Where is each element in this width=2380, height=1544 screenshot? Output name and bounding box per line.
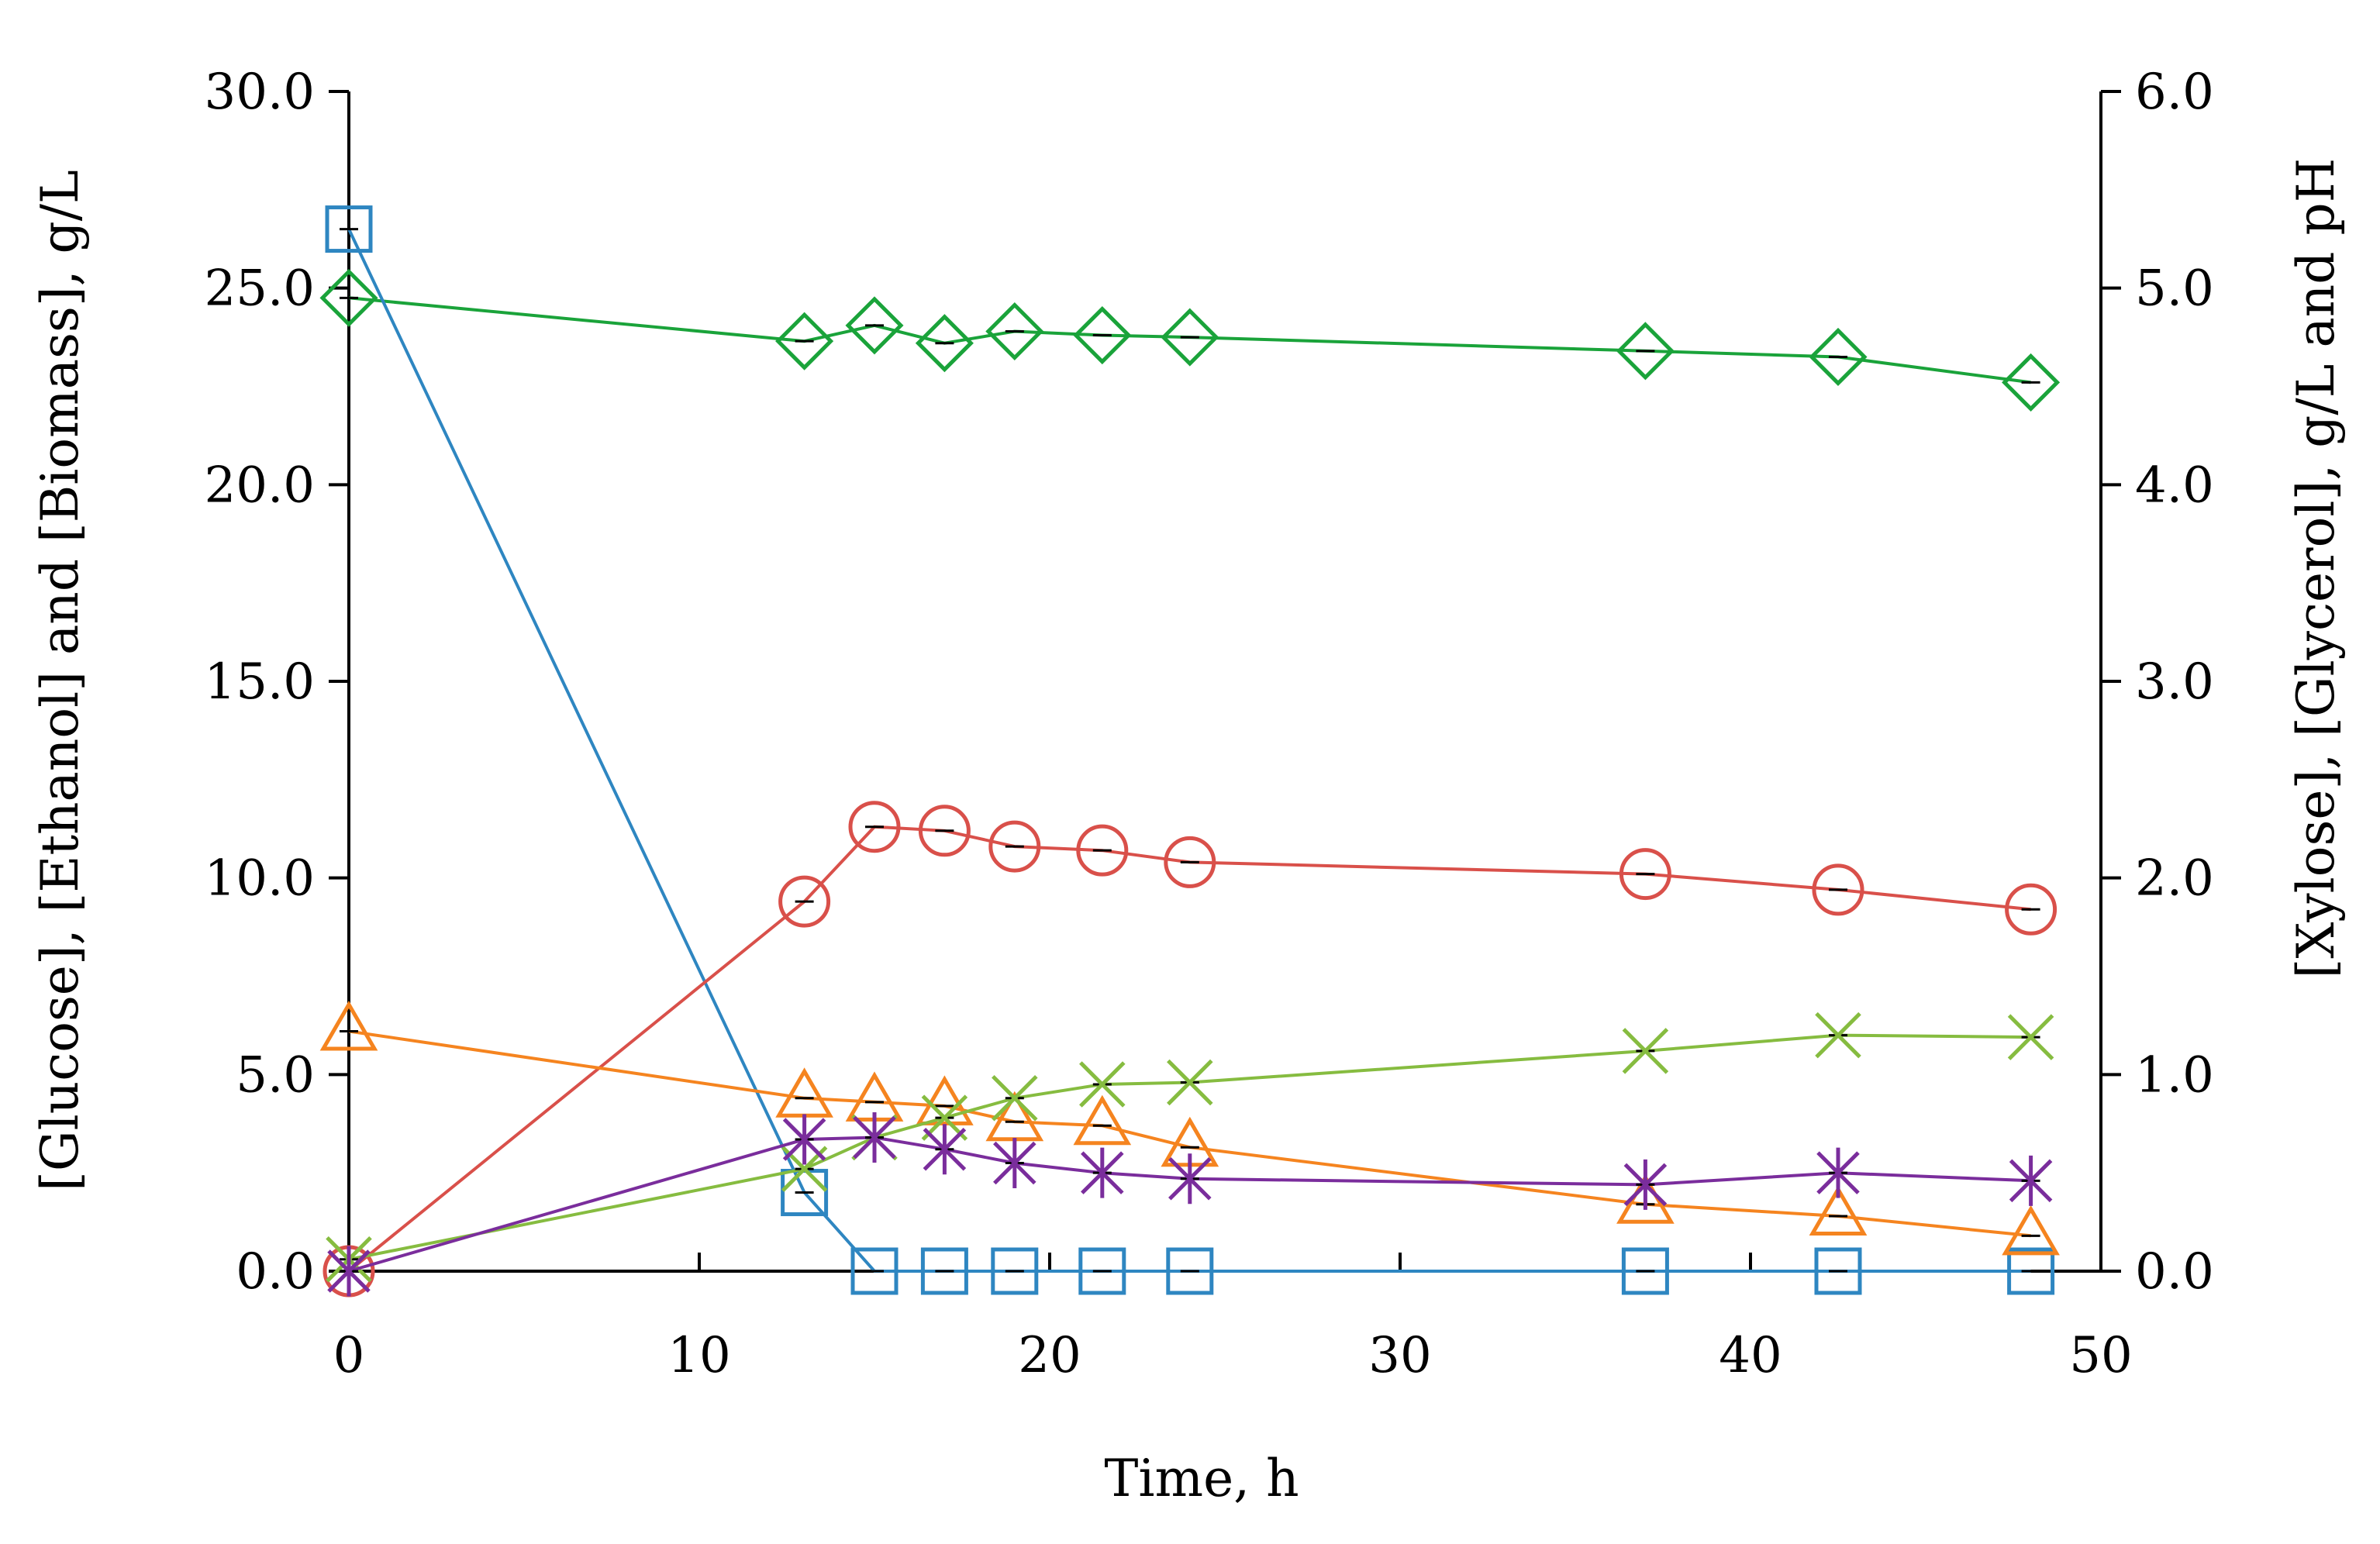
x-marker xyxy=(2007,1014,2054,1060)
diamond-marker xyxy=(2002,353,2061,412)
asterisk-marker xyxy=(1168,1153,1212,1205)
y-axis-left-title: [Glucose], [Ethanol] and [Biomass], g/L xyxy=(30,170,90,1191)
diamond-marker xyxy=(1073,306,1132,365)
circle-marker xyxy=(2005,883,2057,936)
diamond-marker xyxy=(1809,327,1868,386)
diamond-marker xyxy=(775,312,834,370)
x-marker xyxy=(1079,1061,1126,1108)
square-marker xyxy=(2007,1247,2055,1295)
y-right-tick-label: 2.0 xyxy=(2135,850,2214,908)
series-layer xyxy=(319,205,2061,1298)
y-left-tick-label: 15.0 xyxy=(205,653,316,711)
diamond-marker xyxy=(985,302,1044,361)
asterisk-marker xyxy=(1081,1147,1124,1198)
asterisk-marker xyxy=(1816,1147,1860,1198)
y-right-tick-label: 1.0 xyxy=(2135,1046,2214,1104)
y-right-tick-label: 3.0 xyxy=(2135,653,2214,711)
x-marker xyxy=(1167,1059,1213,1106)
triangle-marker xyxy=(2002,1205,2060,1256)
square-marker xyxy=(850,1247,899,1295)
square-marker xyxy=(1078,1247,1126,1295)
asterisk-marker xyxy=(923,1124,967,1175)
diamond-marker xyxy=(915,314,974,373)
x-marker-stroke xyxy=(992,1075,1038,1122)
square-marker xyxy=(991,1247,1039,1295)
triangle-marker xyxy=(1073,1094,1132,1146)
series-circle xyxy=(323,801,2057,1298)
series-triangle xyxy=(319,1001,2060,1256)
asterisk-marker xyxy=(853,1112,896,1163)
series-line xyxy=(348,1029,2031,1238)
y-right-tick-label: 6.0 xyxy=(2135,64,2214,121)
asterisk-marker xyxy=(993,1137,1037,1188)
circle-marker xyxy=(1164,836,1216,888)
x-tick-label: 30 xyxy=(1368,1327,1431,1384)
y-left-tick-label: 20.0 xyxy=(205,457,316,514)
y-left-tick-label: 10.0 xyxy=(205,850,316,908)
triangle-marker xyxy=(1809,1185,1868,1236)
x-tick-label: 10 xyxy=(667,1327,730,1384)
x-marker-stroke xyxy=(1815,1012,1861,1059)
triangle-marker xyxy=(916,1075,974,1125)
series-diamond xyxy=(319,268,2061,412)
diamond-marker xyxy=(1616,322,1675,381)
y-left-tick-label: 5.0 xyxy=(236,1046,315,1104)
x-tick-label: 50 xyxy=(2069,1327,2132,1384)
y-left-tick-label: 30.0 xyxy=(205,64,316,121)
square-marker xyxy=(1814,1247,1862,1295)
x-tick-label: 40 xyxy=(1719,1327,1782,1384)
asterisk-marker xyxy=(327,1246,371,1297)
asterisk-marker xyxy=(2009,1155,2053,1206)
x-marker-stroke xyxy=(1167,1059,1213,1106)
circle-marker xyxy=(1076,824,1129,877)
series-line xyxy=(348,1033,2031,1261)
y-left-tick-label: 25.0 xyxy=(205,260,316,318)
x-marker-stroke xyxy=(1079,1061,1126,1108)
series-line xyxy=(348,296,2031,384)
x-marker xyxy=(1815,1012,1861,1059)
y-axis-right-title: [Xylose], [Glycerol], g/L and pH xyxy=(2286,158,2346,979)
triangle-marker xyxy=(775,1067,833,1118)
series-asterisk xyxy=(327,1112,2053,1297)
axes-layer xyxy=(329,90,2121,1273)
x-marker-stroke xyxy=(2007,1014,2054,1060)
square-marker xyxy=(325,205,373,253)
square-marker xyxy=(1166,1247,1214,1295)
x-marker xyxy=(992,1075,1038,1122)
series-line xyxy=(347,228,2031,1273)
circle-marker xyxy=(1619,848,1671,901)
y-right-tick-label: 0.0 xyxy=(2135,1243,2214,1301)
series-line xyxy=(347,825,2031,1273)
x-marker xyxy=(1622,1028,1669,1074)
diamond-marker xyxy=(319,268,378,327)
tick-label-layer: 0 10 20 30 40 500.05.010.015.020.025.030.00.0… xyxy=(205,64,2214,1384)
square-marker xyxy=(920,1247,968,1295)
asterisk-marker xyxy=(782,1114,826,1165)
square-marker xyxy=(1621,1247,1669,1295)
series-square xyxy=(325,205,2055,1295)
y-right-tick-label: 5.0 xyxy=(2135,260,2214,318)
diamond-marker xyxy=(845,296,904,355)
circle-marker xyxy=(778,875,831,928)
circle-marker xyxy=(988,820,1041,873)
circle-marker xyxy=(1812,863,1864,916)
x-tick-label: 0 xyxy=(333,1327,365,1384)
circle-marker xyxy=(848,801,901,853)
diamond-marker xyxy=(1161,308,1219,367)
y-right-tick-label: 4.0 xyxy=(2135,457,2214,514)
x-axis-title: Time, h xyxy=(1104,1449,1299,1508)
x-tick-label: 20 xyxy=(1018,1327,1081,1384)
circle-marker xyxy=(918,805,971,857)
series-line xyxy=(348,1136,2031,1273)
asterisk-marker xyxy=(1623,1159,1668,1210)
triangle-marker xyxy=(319,1001,378,1051)
x-marker-stroke xyxy=(1622,1028,1669,1074)
y-left-tick-label: 0.0 xyxy=(236,1243,315,1301)
